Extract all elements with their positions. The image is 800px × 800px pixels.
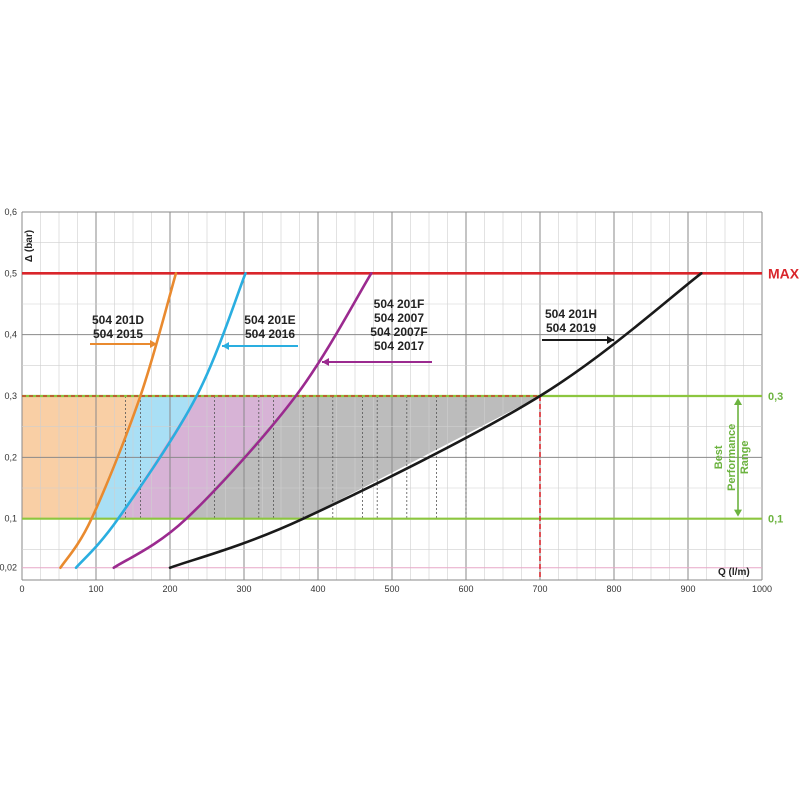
range-arrow-head-top — [734, 398, 742, 405]
x-tick-label: 100 — [88, 584, 103, 594]
range-label: Best — [713, 445, 725, 469]
y-tick-label: 0,02 — [0, 563, 17, 573]
x-tick-label: 500 — [384, 584, 399, 594]
x-tick-label: 700 — [532, 584, 547, 594]
y-tick-label: 0,2 — [4, 452, 17, 462]
y-tick-label: 0,3 — [4, 391, 17, 401]
series-label-3: 504 201F — [374, 297, 425, 311]
x-tick-label: 600 — [458, 584, 473, 594]
series-label-4: 504 2019 — [546, 321, 596, 335]
range-label: Range — [739, 441, 751, 475]
series-label-3: 504 2007 — [374, 311, 424, 325]
series-pointer-head-2 — [222, 342, 229, 350]
curve-4 — [168, 272, 703, 570]
series-label-3: 504 2017 — [374, 339, 424, 353]
range-label: Performance — [726, 424, 738, 491]
x-tick-label: 900 — [680, 584, 695, 594]
series-label-2: 504 201E — [244, 313, 295, 327]
series-label-4: 504 201H — [545, 307, 597, 321]
series-label-1: 504 201D — [92, 313, 144, 327]
x-tick-label: 200 — [162, 584, 177, 594]
curve-2 — [74, 272, 247, 570]
range-arrow-head-bottom — [734, 509, 742, 517]
series-label-3: 504 2007F — [370, 325, 427, 339]
series-pointer-head-3 — [322, 358, 329, 366]
x-tick-label: 800 — [606, 584, 621, 594]
y-tick-label: 0,4 — [4, 330, 17, 340]
x-tick-label: 300 — [236, 584, 251, 594]
series-pointer-head-1 — [150, 340, 157, 348]
y-tick-label: 0,5 — [4, 268, 17, 278]
max-label: MAX — [768, 265, 800, 281]
series-label-1: 504 2015 — [93, 327, 143, 341]
x-tick-label: 1000 — [752, 584, 772, 594]
curve-3 — [112, 272, 373, 570]
green-line-label: 0,1 — [768, 514, 783, 526]
y-tick-label: 0,6 — [4, 207, 17, 217]
x-tick-label: 0 — [19, 584, 24, 594]
y-axis-label: Δ (bar) — [24, 230, 35, 262]
curve-1 — [59, 272, 178, 570]
green-line-label: 0,3 — [768, 391, 783, 403]
series-label-2: 504 2016 — [245, 327, 295, 341]
series-pointer-head-4 — [607, 336, 614, 344]
x-axis-label: Q (l/m) — [718, 567, 750, 578]
x-tick-label: 400 — [310, 584, 325, 594]
y-tick-label: 0,1 — [4, 514, 17, 524]
